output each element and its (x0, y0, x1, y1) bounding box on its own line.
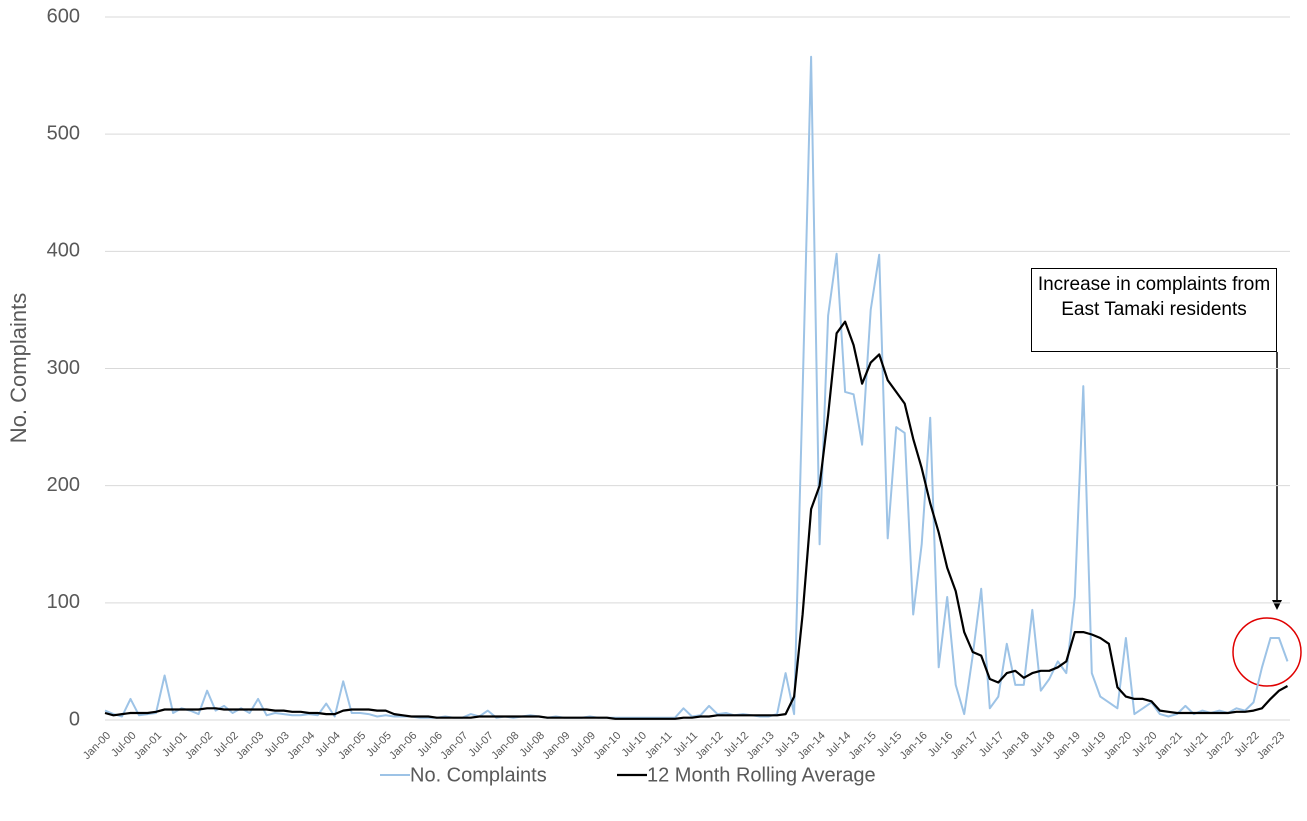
arrow-head (1272, 600, 1282, 610)
x-tick-label: Jan-12 (693, 730, 725, 762)
annotation: Increase in complaints from East Tamaki … (1031, 268, 1277, 352)
x-tick-label: Jan-01 (132, 730, 164, 762)
legend-label: 12 Month Rolling Average (647, 764, 876, 786)
x-tick-label: Jan-08 (489, 730, 521, 762)
x-tick-label: Jan-18 (1000, 730, 1032, 762)
y-tick-label: 500 (47, 122, 80, 144)
x-tick-label: Jan-20 (1102, 730, 1134, 762)
x-tick-label: Jan-07 (438, 730, 470, 762)
highlight-circle (1232, 617, 1302, 687)
y-axis-title: No. Complaints (6, 293, 31, 443)
x-tick-label: Jan-00 (81, 730, 113, 762)
x-tick-label: Jan-10 (591, 730, 623, 762)
x-tick-label: Jan-03 (234, 730, 266, 762)
y-tick-label: 600 (47, 5, 80, 27)
x-tick-label: Jan-04 (285, 730, 317, 762)
x-tick-label: Jan-14 (796, 730, 828, 762)
y-tick-label: 400 (47, 240, 80, 262)
x-tick-label: Jan-15 (847, 730, 879, 762)
x-tick-label: Jan-09 (540, 730, 572, 762)
y-tick-label: 100 (47, 591, 80, 613)
x-tick-label: Jan-22 (1204, 730, 1236, 762)
y-tick-label: 300 (47, 357, 80, 379)
x-tick-label: Jan-21 (1153, 730, 1185, 762)
x-tick-label: Jan-23 (1255, 730, 1287, 762)
x-tick-label: Jan-16 (898, 730, 930, 762)
x-tick-label: Jan-06 (387, 730, 419, 762)
legend-label: No. Complaints (410, 764, 547, 786)
series-line (104, 55, 1289, 719)
x-tick-label: Jan-19 (1051, 730, 1083, 762)
y-tick-label: 0 (69, 708, 80, 730)
x-tick-label: Jan-17 (949, 730, 981, 762)
y-tick-label: 200 (47, 474, 80, 496)
series-line (104, 320, 1289, 720)
x-tick-label: Jan-11 (643, 730, 675, 762)
x-tick-label: Jan-02 (183, 730, 215, 762)
x-tick-label: Jan-13 (744, 730, 776, 762)
x-tick-label: Jan-05 (336, 730, 368, 762)
